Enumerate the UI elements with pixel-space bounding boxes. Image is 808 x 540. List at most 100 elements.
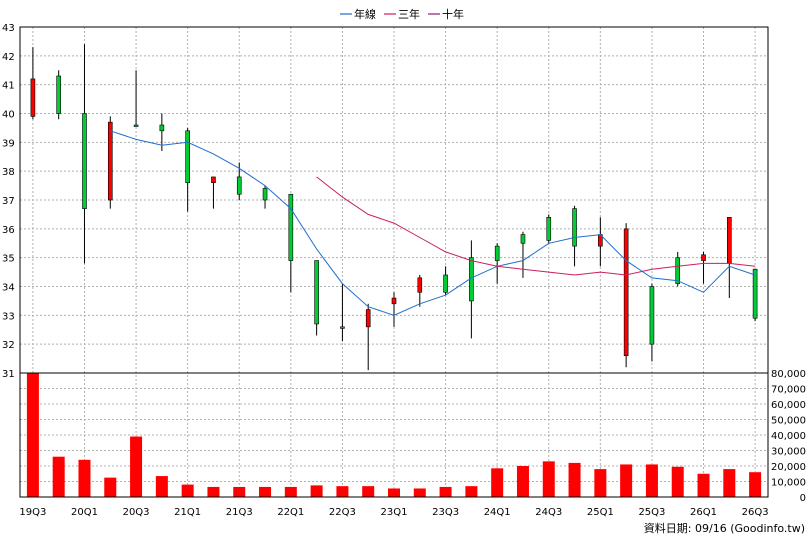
volume-bar <box>749 472 762 497</box>
volume-tick-label: 60,000 <box>771 400 806 411</box>
volume-tick-label: 40,000 <box>771 431 806 442</box>
x-tick-label: 24Q1 <box>484 507 511 518</box>
candle-up <box>133 124 139 127</box>
volume-bar <box>439 486 452 497</box>
volume-bar <box>336 486 349 497</box>
candle-up <box>572 208 577 247</box>
volume-bar <box>181 484 194 497</box>
candle-up <box>262 188 268 201</box>
candle-up <box>288 193 294 261</box>
x-tick-label: 21Q3 <box>226 507 253 518</box>
volume-bar <box>723 469 736 497</box>
legend: 年線 三年 十年 <box>340 7 464 21</box>
volume-panel-frame <box>19 372 769 498</box>
moving-average-lines <box>110 130 756 316</box>
x-tick-label: 26Q1 <box>690 507 717 518</box>
volume-tick-label: 0 <box>800 493 806 504</box>
price-axis: 31 32 33 34 35 36 37 38 39 40 41 42 43 <box>2 23 15 380</box>
grid <box>20 27 768 497</box>
volume-bar <box>233 486 246 497</box>
candle-up <box>752 268 758 319</box>
candle-down <box>727 217 732 264</box>
volume-bar <box>671 466 684 497</box>
volume-tick-label: 30,000 <box>771 447 806 458</box>
candle-down <box>211 176 216 184</box>
candle-up <box>185 130 190 184</box>
candle-down <box>391 297 397 305</box>
volume-bars <box>26 373 762 497</box>
volume-bar <box>26 373 39 497</box>
volume-bar <box>465 486 478 497</box>
x-tick-label: 26Q3 <box>742 507 769 518</box>
x-tick-label: 22Q3 <box>329 507 356 518</box>
price-tick-label: 32 <box>2 340 15 351</box>
candle-down <box>701 254 706 261</box>
candle-up <box>520 234 526 244</box>
data-date-note: 資料日期: 09/16 (Goodinfo.tw) <box>644 521 805 535</box>
ma-3y-line <box>316 176 756 276</box>
volume-bar <box>542 461 555 497</box>
price-tick-label: 37 <box>2 196 15 207</box>
x-tick-label: 24Q3 <box>535 507 562 518</box>
volume-bar <box>52 456 65 497</box>
x-tick-label: 25Q3 <box>638 507 665 518</box>
volume-bar <box>491 468 504 497</box>
volume-bar <box>645 464 658 497</box>
candle-up <box>340 326 345 329</box>
volume-tick-label: 10,000 <box>771 478 806 489</box>
candle-down <box>417 277 423 293</box>
volume-bar <box>388 488 400 497</box>
candle-up <box>159 124 165 132</box>
candle-up <box>56 75 61 114</box>
x-tick-label: 21Q1 <box>174 507 201 518</box>
x-tick-label: 19Q3 <box>19 507 46 518</box>
price-tick-label: 31 <box>2 369 15 380</box>
volume-tick-label: 20,000 <box>771 462 806 473</box>
volume-bar <box>130 436 143 497</box>
candle-up <box>236 176 242 195</box>
volume-bar <box>620 464 633 497</box>
volume-bar <box>310 485 323 497</box>
x-tick-label: 23Q1 <box>381 507 408 518</box>
volume-bar <box>284 486 297 497</box>
x-tick-label: 25Q1 <box>587 507 614 518</box>
candle-down <box>365 309 371 328</box>
legend-label-3y: 三年 <box>398 7 420 21</box>
volume-bar <box>362 486 375 497</box>
legend-label-annual: 年線 <box>354 7 376 21</box>
volume-bar <box>259 486 272 497</box>
volume-bar <box>594 469 607 497</box>
legend-label-10y: 十年 <box>442 7 464 21</box>
candle-up <box>494 245 500 261</box>
price-tick-label: 41 <box>2 81 15 92</box>
volume-tick-label: 50,000 <box>771 416 806 427</box>
x-axis: 19Q3 20Q1 20Q3 21Q1 21Q3 22Q1 22Q3 23Q1 23Q3 24Q1… <box>19 507 768 518</box>
candle-up <box>675 257 681 284</box>
ma-annual-line <box>110 130 756 316</box>
volume-bar <box>516 466 529 497</box>
x-tick-label: 20Q1 <box>71 507 98 518</box>
volume-bar <box>104 477 117 497</box>
candle-up <box>443 274 448 293</box>
candle-down <box>30 78 36 117</box>
candle-up <box>82 113 87 209</box>
price-tick-label: 36 <box>2 225 15 236</box>
x-tick-label: 20Q3 <box>123 507 150 518</box>
price-tick-label: 33 <box>2 311 15 322</box>
volume-tick-label: 80,000 <box>771 369 806 380</box>
price-tick-label: 42 <box>2 52 15 63</box>
x-tick-label: 23Q3 <box>432 507 459 518</box>
candle-down <box>623 228 629 356</box>
price-tick-label: 39 <box>2 138 15 149</box>
x-tick-label: 22Q1 <box>277 507 304 518</box>
candle-up <box>649 286 655 345</box>
volume-bar <box>697 473 710 497</box>
price-tick-label: 38 <box>2 167 15 178</box>
candle-down <box>107 121 113 201</box>
candle-up <box>546 217 552 241</box>
price-tick-label: 43 <box>2 23 15 34</box>
volume-bar <box>568 462 581 497</box>
price-tick-label: 34 <box>2 283 15 294</box>
volume-bar <box>155 476 168 497</box>
